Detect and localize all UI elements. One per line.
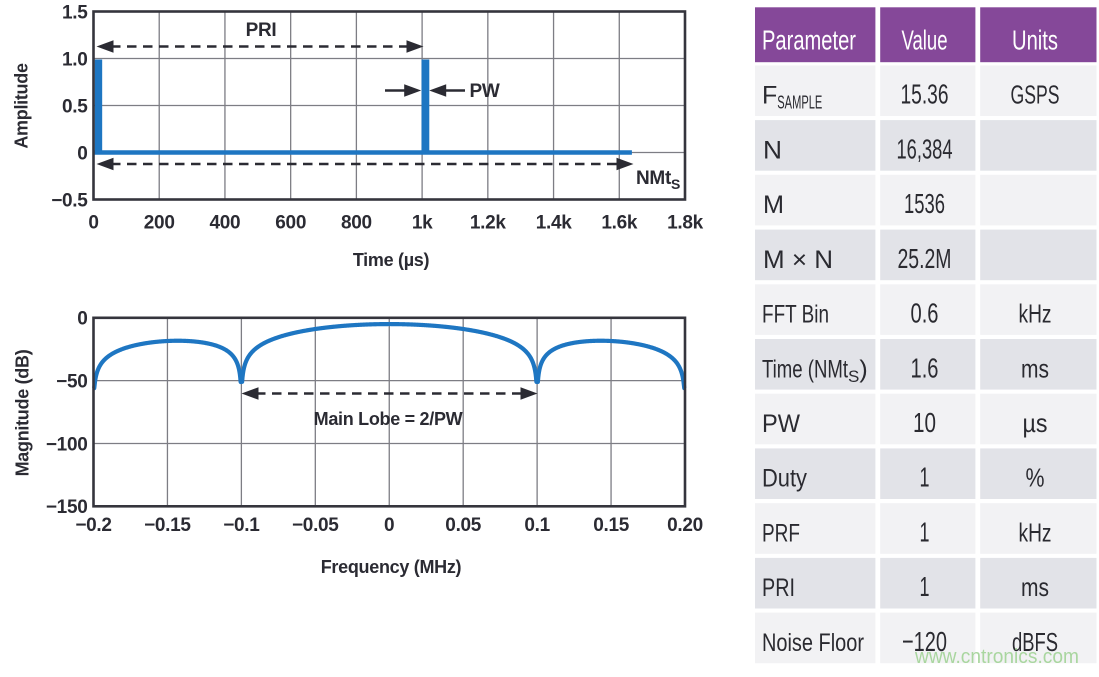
svg-text:PW: PW bbox=[470, 81, 500, 102]
svg-text:0: 0 bbox=[88, 213, 98, 234]
svg-text:1: 1 bbox=[920, 462, 930, 493]
svg-text:−50: −50 bbox=[56, 371, 87, 392]
svg-text:1.8k: 1.8k bbox=[667, 213, 704, 234]
svg-text:−100: −100 bbox=[46, 434, 88, 455]
svg-text:0: 0 bbox=[384, 515, 394, 536]
svg-text:Units: Units bbox=[1012, 25, 1058, 56]
svg-text:1.5: 1.5 bbox=[62, 2, 88, 23]
svg-text:0: 0 bbox=[77, 309, 87, 330]
svg-text:1.6: 1.6 bbox=[911, 352, 939, 383]
svg-text:400: 400 bbox=[209, 213, 240, 234]
svg-text:0.15: 0.15 bbox=[593, 515, 630, 536]
svg-text:−150: −150 bbox=[46, 497, 88, 518]
svg-text:200: 200 bbox=[144, 213, 175, 234]
svg-text:Amplitude: Amplitude bbox=[12, 63, 32, 149]
svg-text:ms: ms bbox=[1021, 353, 1049, 383]
svg-text:Parameter: Parameter bbox=[762, 25, 856, 56]
svg-text:−0.2: −0.2 bbox=[75, 515, 111, 536]
svg-text:0.6: 0.6 bbox=[911, 298, 939, 329]
svg-text:1.0: 1.0 bbox=[62, 49, 88, 70]
svg-text:15.36: 15.36 bbox=[901, 79, 949, 110]
svg-text:M: M bbox=[763, 191, 784, 219]
svg-text:kHz: kHz bbox=[1019, 518, 1052, 548]
svg-text:Time (µs): Time (µs) bbox=[353, 250, 430, 270]
svg-text:1536: 1536 bbox=[904, 188, 945, 219]
svg-text:Value: Value bbox=[902, 25, 948, 56]
svg-text:dBFS: dBFS bbox=[1012, 627, 1058, 657]
svg-text:Frequency (MHz): Frequency (MHz) bbox=[321, 557, 462, 577]
svg-text:M × N: M × N bbox=[763, 246, 833, 274]
svg-text:25.2M: 25.2M bbox=[898, 243, 952, 274]
svg-text:0.5: 0.5 bbox=[62, 96, 88, 117]
svg-text:Duty: Duty bbox=[762, 465, 807, 493]
svg-text:−120: −120 bbox=[902, 626, 947, 657]
svg-text:ms: ms bbox=[1021, 572, 1049, 602]
svg-text:NMtS: NMtS bbox=[636, 168, 680, 192]
svg-text:800: 800 bbox=[341, 213, 372, 234]
svg-text:N: N bbox=[763, 136, 782, 164]
svg-text:GSPS: GSPS bbox=[1011, 80, 1060, 110]
svg-text:µs: µs bbox=[1023, 408, 1048, 438]
svg-text:Noise Floor: Noise Floor bbox=[762, 629, 864, 657]
svg-text:1: 1 bbox=[920, 571, 930, 602]
svg-text:1.4k: 1.4k bbox=[536, 213, 573, 234]
svg-text:kHz: kHz bbox=[1019, 299, 1052, 329]
svg-text:0.20: 0.20 bbox=[667, 515, 703, 536]
svg-text:−0.15: −0.15 bbox=[144, 515, 191, 536]
svg-text:−0.05: −0.05 bbox=[292, 515, 339, 536]
svg-text:Magnitude (dB): Magnitude (dB) bbox=[13, 349, 33, 476]
svg-text:600: 600 bbox=[275, 213, 306, 234]
svg-text:−0.1: −0.1 bbox=[223, 515, 260, 536]
svg-text:−0.5: −0.5 bbox=[51, 190, 88, 211]
svg-text:1.6k: 1.6k bbox=[601, 213, 638, 234]
svg-text:FFT Bin: FFT Bin bbox=[762, 301, 829, 329]
svg-text:Main Lobe = 2/PW: Main Lobe = 2/PW bbox=[314, 409, 463, 429]
svg-text:1.2k: 1.2k bbox=[470, 213, 507, 234]
svg-text:0.05: 0.05 bbox=[445, 515, 482, 536]
svg-text:16,384: 16,384 bbox=[897, 133, 953, 164]
svg-text:0.1: 0.1 bbox=[524, 515, 550, 536]
svg-text:1k: 1k bbox=[412, 213, 433, 234]
svg-text:%: % bbox=[1026, 463, 1045, 493]
svg-text:0: 0 bbox=[77, 143, 87, 164]
svg-text:PRF: PRF bbox=[762, 520, 800, 548]
svg-text:1: 1 bbox=[920, 517, 930, 548]
svg-text:10: 10 bbox=[913, 407, 936, 438]
svg-text:PRI: PRI bbox=[246, 20, 277, 41]
svg-text:PRI: PRI bbox=[762, 574, 795, 602]
svg-text:www.cntronics.com: www.cntronics.com bbox=[914, 646, 1079, 668]
svg-text:PW: PW bbox=[762, 410, 800, 438]
svg-text:Time (NMtS): Time (NMtS) bbox=[762, 355, 868, 386]
